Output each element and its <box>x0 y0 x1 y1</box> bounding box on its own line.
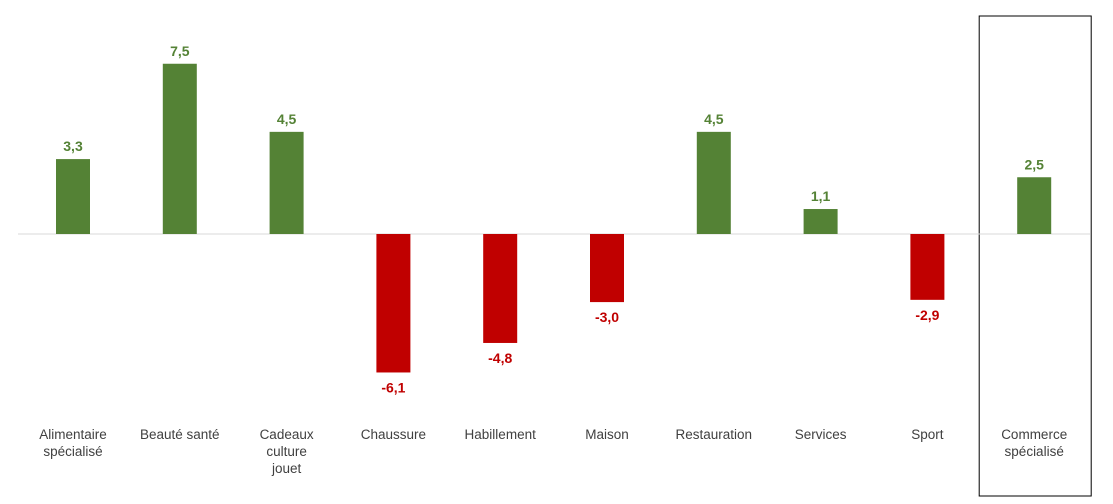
category-label-4: Chaussure <box>361 427 426 442</box>
category-label-5: Habillement <box>465 427 537 442</box>
category-label-2: Beauté santé <box>140 427 220 442</box>
category-label-6: Maison <box>585 427 629 442</box>
value-label-2: 7,5 <box>170 43 190 59</box>
value-label-3: 4,5 <box>277 111 297 127</box>
value-label-7: 4,5 <box>704 111 724 127</box>
bar-1 <box>56 159 90 234</box>
value-label-10: 2,5 <box>1024 156 1044 172</box>
value-label-1: 3,3 <box>63 138 83 154</box>
value-label-5: -4,8 <box>488 350 512 366</box>
value-label-6: -3,0 <box>595 309 619 325</box>
category-label-3: Cadeaux culture jouet <box>260 427 314 476</box>
bar-9 <box>910 234 945 300</box>
bar-7 <box>696 131 731 234</box>
category-label-9: Sport <box>911 427 944 442</box>
value-label-4: -6,1 <box>381 379 405 395</box>
bar-2 <box>162 63 197 234</box>
category-label-8: Services <box>795 427 847 442</box>
category-label-7: Restauration <box>676 427 753 442</box>
value-label-9: -2,9 <box>915 307 939 323</box>
bar-6 <box>590 234 624 303</box>
category-label-10: Commerce spécialisé <box>1001 427 1067 459</box>
category-label-1: Alimentaire spécialisé <box>39 427 107 459</box>
highlight-box <box>978 15 1092 497</box>
bar-3 <box>269 131 304 234</box>
bar-8 <box>803 209 838 234</box>
bar-10 <box>1017 177 1052 234</box>
value-label-8: 1,1 <box>811 188 831 204</box>
bar-5 <box>483 234 518 343</box>
bar-4 <box>376 234 411 373</box>
